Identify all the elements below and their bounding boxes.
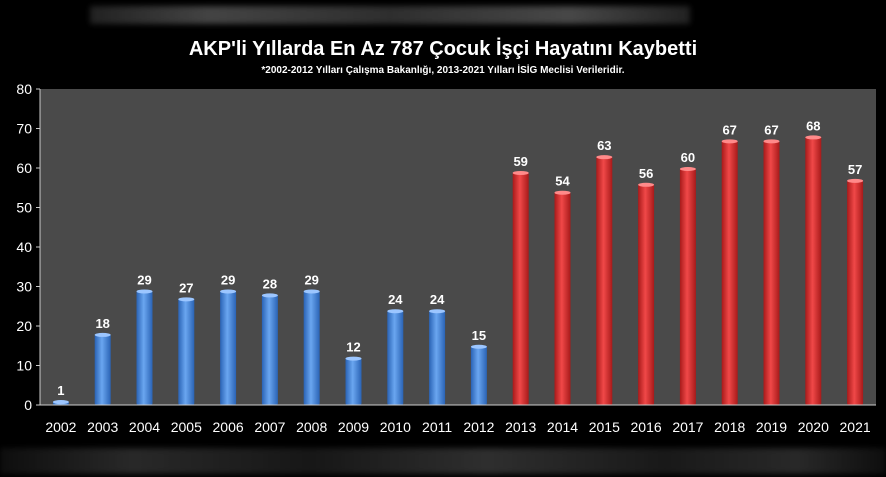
bar-cap-2018 (721, 139, 738, 144)
bar-2010 (387, 310, 404, 405)
y-tick-label: 0 (24, 397, 32, 413)
data-label-2019: 67 (764, 122, 778, 137)
y-tick-label: 70 (16, 121, 32, 137)
bar-2013 (512, 171, 529, 405)
bar-2018 (721, 140, 738, 405)
x-tick-label-2004: 2004 (129, 419, 160, 435)
bar-cap-2012 (470, 344, 487, 349)
y-tick-label: 60 (16, 160, 32, 176)
bar-cap-2007 (261, 293, 278, 298)
bar-cap-2004 (136, 289, 153, 294)
y-axis: 0 10 20 30 40 50 60 70 80 (16, 81, 41, 413)
bar-2017 (679, 168, 696, 405)
y-tick-label: 80 (16, 81, 32, 97)
bar-2012 (470, 345, 487, 405)
bar-cap-2016 (638, 182, 655, 187)
bars: 1 18 29 27 29 28 29 12 24 24 15 59 54 63 56 60 67 67 68 57 (52, 118, 864, 405)
x-tick-label-2009: 2009 (338, 419, 369, 435)
data-label-2017: 60 (681, 150, 695, 165)
chart-subtitle: *2002-2012 Yılları Çalışma Bakanlığı, 20… (261, 65, 625, 76)
data-label-2008: 29 (304, 272, 318, 287)
bar-2009 (345, 357, 362, 405)
x-tick-label-2005: 2005 (171, 419, 202, 435)
bar-2005 (178, 298, 195, 405)
y-tick-label: 10 (16, 358, 32, 374)
bar-2014 (554, 191, 571, 405)
x-tick-label-2021: 2021 (840, 419, 871, 435)
data-label-2003: 18 (95, 316, 109, 331)
bar-cap-2019 (763, 139, 780, 144)
x-axis: 2002 2003 2004 2005 2006 2007 2008 2009 2010 2011… (40, 404, 876, 435)
data-label-2011: 24 (430, 292, 445, 307)
x-tick-label-2011: 2011 (422, 419, 452, 435)
data-label-2010: 24 (388, 292, 403, 307)
bar-cap-2015 (596, 155, 613, 160)
x-tick-label-2017: 2017 (672, 419, 703, 435)
bar-cap-2011 (429, 309, 446, 314)
data-label-2013: 59 (513, 154, 527, 169)
bar-2008 (303, 290, 320, 405)
data-label-2018: 67 (722, 122, 736, 137)
x-tick-label-2006: 2006 (213, 419, 244, 435)
bar-cap-2008 (303, 289, 320, 294)
bar-cap-2021 (847, 178, 864, 183)
data-label-2016: 56 (639, 166, 653, 181)
bar-cap-2002 (52, 400, 69, 405)
bar-cap-2006 (220, 289, 237, 294)
bar-2019 (763, 140, 780, 405)
data-label-2020: 68 (806, 118, 820, 133)
bar-cap-2003 (94, 332, 111, 337)
y-tick-label: 50 (16, 200, 32, 216)
x-tick-label-2016: 2016 (631, 419, 662, 435)
bar-cap-2005 (178, 297, 195, 302)
x-tick-label-2003: 2003 (87, 419, 118, 435)
x-tick-label-2020: 2020 (798, 419, 829, 435)
x-tick-label-2012: 2012 (463, 419, 494, 435)
data-label-2012: 15 (472, 328, 486, 343)
blurred-footer-strip (0, 448, 886, 474)
x-tick-label-2013: 2013 (505, 419, 536, 435)
data-label-2021: 57 (848, 162, 862, 177)
bar-cap-2013 (512, 170, 529, 175)
data-label-2004: 29 (137, 272, 151, 287)
bar-cap-2020 (805, 135, 822, 140)
bar-2007 (261, 294, 278, 405)
x-tick-label-2008: 2008 (296, 419, 327, 435)
bar-cap-2010 (387, 309, 404, 314)
chart-title: AKP'li Yıllarda En Az 787 Çocuk İşçi Hay… (188, 38, 698, 60)
bar-2011 (429, 310, 446, 405)
blurred-header-strip (90, 6, 690, 24)
x-tick-label-2018: 2018 (714, 419, 745, 435)
x-tick-label-2015: 2015 (589, 419, 620, 435)
bar-2015 (596, 156, 613, 405)
y-tick-label: 30 (16, 279, 32, 295)
data-label-2014: 54 (555, 174, 570, 189)
bar-cap-2017 (679, 167, 696, 171)
bar-cap-2009 (345, 356, 362, 361)
data-label-2005: 27 (179, 280, 193, 295)
x-tick-label-2007: 2007 (254, 419, 285, 435)
bar-cap-2014 (554, 190, 571, 195)
plot-area (40, 89, 876, 405)
y-tick-label: 40 (16, 239, 32, 255)
data-label-2015: 63 (597, 138, 611, 153)
data-label-2009: 12 (346, 340, 360, 355)
x-tick-label-2019: 2019 (756, 419, 787, 435)
y-tick-label: 20 (16, 318, 32, 334)
bar-2006 (220, 290, 237, 405)
x-tick-label-2010: 2010 (380, 419, 411, 435)
bar-2003 (94, 333, 111, 405)
x-tick-label-2002: 2002 (45, 419, 76, 435)
data-label-2002: 1 (57, 383, 64, 398)
bar-2021 (847, 179, 864, 405)
bar-2004 (136, 290, 153, 405)
bar-2020 (805, 136, 822, 405)
x-tick-label-2014: 2014 (547, 419, 578, 435)
data-label-2006: 29 (221, 272, 235, 287)
data-label-2007: 28 (263, 276, 277, 291)
bar-2016 (638, 183, 655, 405)
